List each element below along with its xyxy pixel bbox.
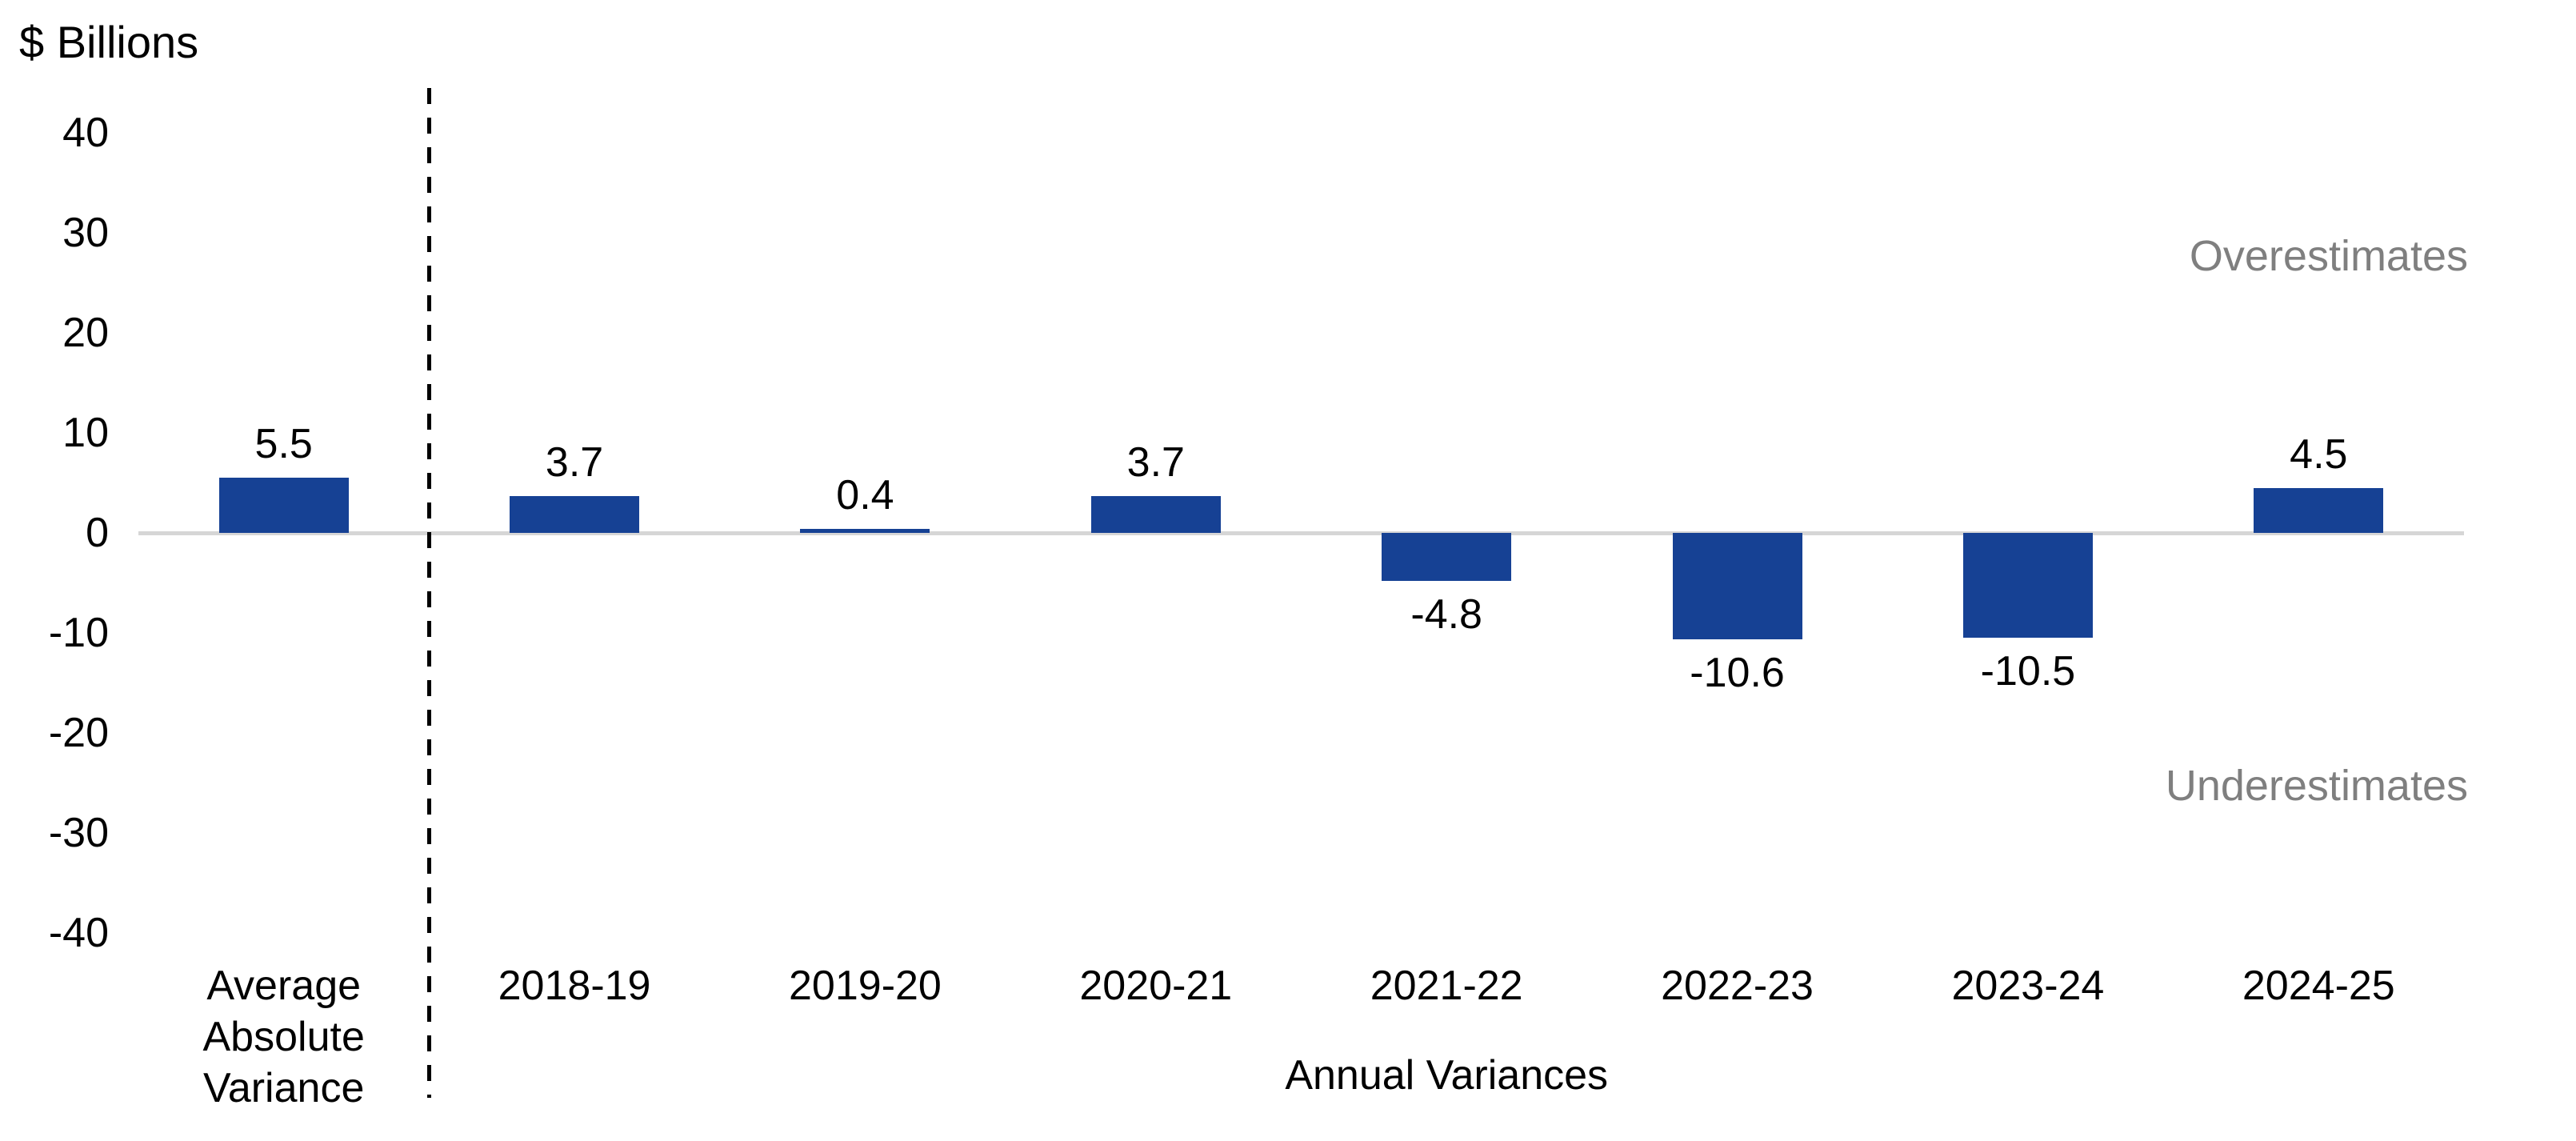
category-label: 2023-24 <box>1951 963 2105 1009</box>
bar-value-label: 3.7 <box>1126 438 1185 486</box>
y-axis-units-label: $ Billions <box>19 17 199 67</box>
x-axis-title: Annual Variances <box>1285 1052 1609 1099</box>
y-tick-label: -40 <box>48 910 109 956</box>
bar-2022-23 <box>1672 533 1802 639</box>
category-label: 2022-23 <box>1661 963 1814 1009</box>
y-tick-label: 0 <box>86 510 109 556</box>
category-label: 2019-20 <box>789 963 942 1009</box>
overestimates-label: Overestimates <box>2189 232 2468 280</box>
category-label: 2020-21 <box>1079 963 1233 1009</box>
bar-2019-20 <box>800 529 930 533</box>
bar-2024-25 <box>2254 487 2384 533</box>
bar-value-label: -4.8 <box>1410 591 1482 638</box>
y-tick-label: -20 <box>48 710 109 756</box>
category-label: Average Absolute Variance <box>202 963 365 1111</box>
y-tick-label: 10 <box>62 410 109 456</box>
bar-2021-22 <box>1382 533 1512 581</box>
bar-value-label: -10.6 <box>1690 649 1785 696</box>
bar-2020-21 <box>1090 495 1221 533</box>
bar-value-label: 3.7 <box>545 438 604 486</box>
category-label: 2018-19 <box>498 963 651 1009</box>
y-tick-label: 40 <box>62 110 109 156</box>
average-vs-annual-separator-line <box>427 88 432 1098</box>
y-tick-label: 30 <box>62 210 109 256</box>
bar-value-label: -10.5 <box>1980 648 2076 695</box>
y-tick-label: 20 <box>62 310 109 356</box>
underestimates-label: Underestimates <box>2165 762 2468 810</box>
bar-2018-19 <box>510 495 640 533</box>
category-label: 2024-25 <box>2242 963 2395 1009</box>
bar-2023-24 <box>1962 533 2093 639</box>
category-label: 2021-22 <box>1370 963 1523 1009</box>
bar-value-label: 4.5 <box>2290 430 2348 478</box>
bar-average-absolute-variance <box>218 478 349 533</box>
y-tick-label: -10 <box>48 610 109 656</box>
bar-value-label: 0.4 <box>836 472 894 518</box>
zero-axis-line <box>138 531 2464 535</box>
bar-value-label: 5.5 <box>254 421 313 468</box>
y-tick-label: -30 <box>48 810 109 856</box>
